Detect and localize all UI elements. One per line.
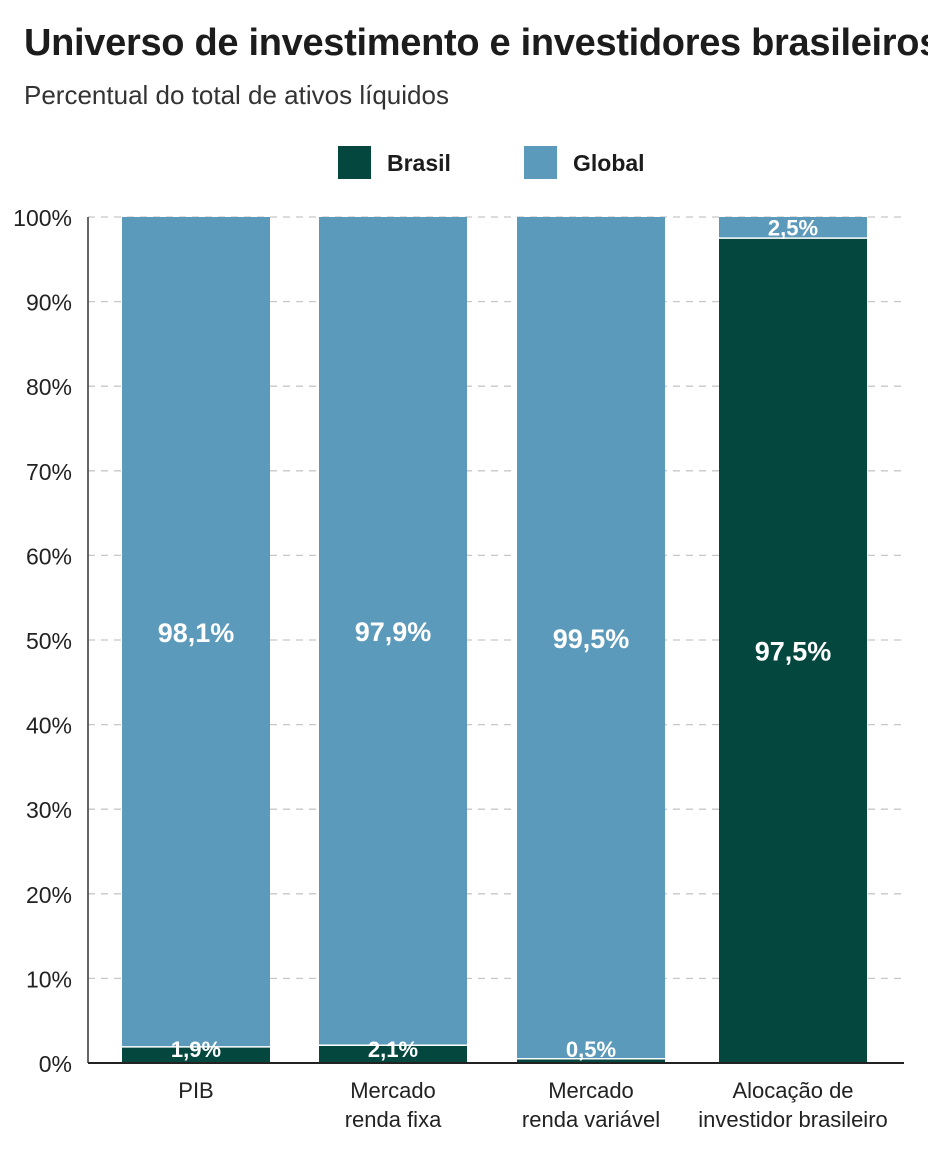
legend-label-brasil: Brasil	[387, 150, 451, 176]
data-label-global: 97,9%	[355, 617, 432, 647]
y-tick-label: 100%	[13, 205, 72, 231]
data-label-brasil: 1,9%	[171, 1037, 221, 1062]
bar-brasil-0	[122, 1046, 270, 1063]
chart-title: Universo de investimento e investidores …	[24, 22, 928, 64]
bar-global-1	[319, 217, 467, 1046]
y-tick-label: 20%	[26, 882, 72, 908]
x-tick-label: investidor brasileiro	[698, 1107, 888, 1132]
legend-swatch-brasil	[338, 146, 371, 179]
x-tick-label: renda fixa	[345, 1107, 442, 1132]
x-tick-label: PIB	[178, 1078, 213, 1103]
x-tick-label: Mercado	[350, 1078, 436, 1103]
bar-global-2	[517, 217, 665, 1059]
y-tick-label: 0%	[39, 1051, 72, 1077]
legend-swatch-global	[524, 146, 557, 179]
data-label-global: 2,5%	[768, 216, 818, 241]
y-tick-label: 60%	[26, 543, 72, 569]
y-tick-label: 30%	[26, 797, 72, 823]
data-label-global: 99,5%	[553, 624, 630, 654]
bar-global-3	[719, 217, 867, 239]
bar-brasil-2	[517, 1058, 665, 1063]
legend-label-global: Global	[573, 150, 645, 176]
bar-global-0	[122, 217, 270, 1047]
y-tick-label: 40%	[26, 713, 72, 739]
data-label-brasil: 2,1%	[368, 1037, 418, 1062]
y-tick-label: 10%	[26, 966, 72, 992]
x-tick-label: Alocação de	[732, 1078, 853, 1103]
bar-brasil-1	[319, 1045, 467, 1063]
data-label-brasil: 0,5%	[566, 1037, 616, 1062]
x-tick-label: renda variável	[522, 1107, 660, 1132]
y-tick-label: 70%	[26, 459, 72, 485]
x-tick-label: Mercado	[548, 1078, 634, 1103]
y-tick-label: 50%	[26, 628, 72, 654]
data-label-brasil: 97,5%	[755, 637, 832, 667]
chart-subtitle: Percentual do total de ativos líquidos	[24, 80, 449, 110]
y-tick-label: 80%	[26, 374, 72, 400]
y-tick-label: 90%	[26, 290, 72, 316]
bar-brasil-3	[719, 238, 867, 1063]
data-label-global: 98,1%	[158, 618, 235, 648]
